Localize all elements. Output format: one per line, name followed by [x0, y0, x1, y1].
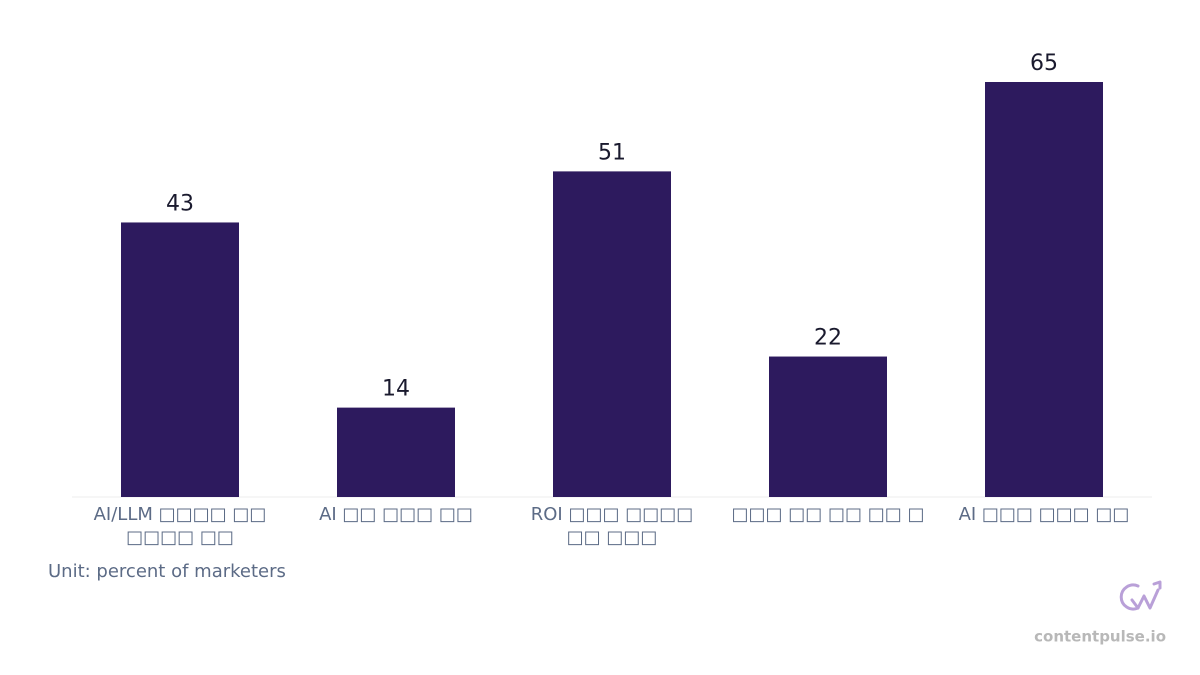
x-tick-label: AI □□□ □□□ □□	[958, 504, 1130, 525]
x-tick-label: AI □□ □□□ □□	[319, 504, 473, 525]
x-tick-label: AI/LLM □□□□ □□ □□□□ □□	[93, 504, 267, 548]
bar	[121, 222, 239, 497]
bar	[769, 356, 887, 497]
unit-note: Unit: percent of marketers	[48, 561, 286, 582]
logo-arrow	[1130, 580, 1162, 610]
x-tick-label: □□□ □□ □□ □□ □	[731, 504, 925, 525]
logo-c	[1119, 583, 1140, 611]
x-tick-label: ROI □□□ □□□□ □□ □□□	[530, 504, 694, 548]
value-label: 14	[382, 377, 410, 402]
brand: contentpulse.io	[1034, 628, 1166, 646]
bar	[985, 82, 1103, 497]
value-label: 65	[1030, 51, 1058, 76]
value-label: 43	[166, 191, 194, 216]
value-label: 22	[814, 326, 842, 351]
value-label: 51	[598, 140, 626, 165]
brand-logo	[1119, 580, 1162, 611]
bar	[337, 407, 455, 497]
bar	[553, 171, 671, 497]
